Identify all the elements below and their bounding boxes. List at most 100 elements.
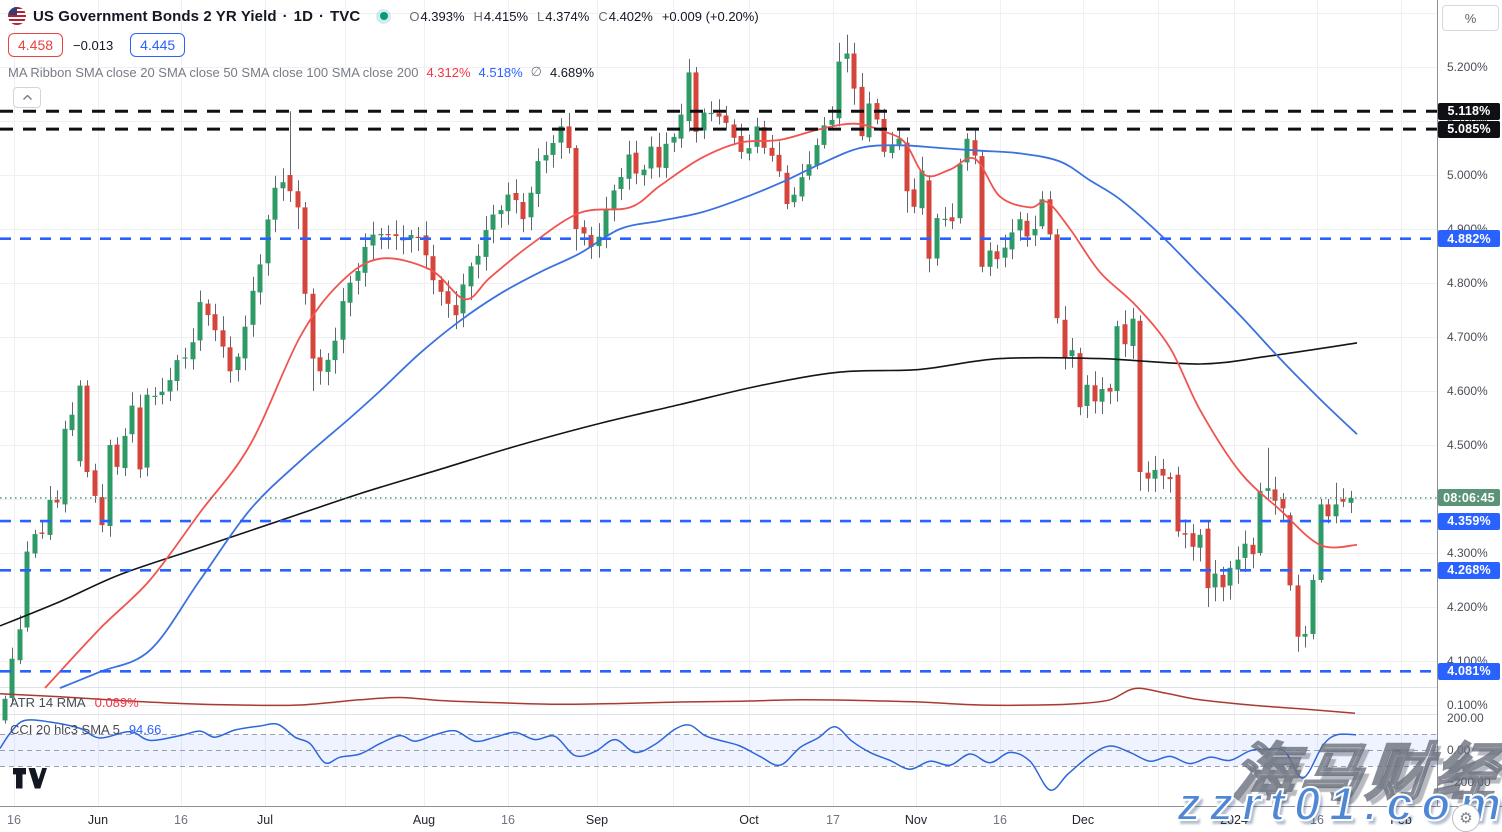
candle-body [1152,469,1158,479]
candle-body [84,385,90,472]
atr-indicator-label[interactable]: ATR 14 RMA [10,695,86,710]
candle-body [611,190,617,211]
price-tick-label: 5.200% [1447,60,1488,74]
candle-body [1039,199,1045,227]
ma-ribbon-label[interactable]: MA Ribbon SMA close 20 SMA close 50 SMA … [8,64,419,80]
candle-body [942,218,948,220]
candle-body [408,235,414,239]
price-axis[interactable]: % 5.200%5.100%5.000%4.900%4.800%4.700%4.… [1437,0,1502,806]
price-level-tag-black: 5.118% [1438,102,1500,120]
candle-body [1009,232,1015,250]
candle-body [9,658,15,698]
candle-body [295,191,301,208]
candle-body [686,72,692,121]
candle-body [385,234,391,236]
candle-body [370,234,376,246]
cci-band [0,734,1437,766]
time-tick-label: Jul [257,813,273,827]
candlestick-series [2,34,1354,724]
candle-body [881,119,887,152]
timeframe-label[interactable]: 1D [293,7,313,25]
candle-body [310,293,316,359]
candle-body [1182,533,1188,535]
candle-body [423,235,429,256]
candle-body [581,227,587,234]
candle-body [340,301,346,340]
candle-body [92,470,98,496]
price-tick-label: 4.500% [1447,438,1488,452]
candle-body [566,126,572,148]
candle-body [957,164,963,219]
candle-body [904,142,910,192]
candle-body [1205,528,1211,589]
candle-body [1137,320,1143,472]
time-tick-label: Oct [739,813,759,827]
market-open-dot-icon [376,8,392,24]
candle-body [167,380,173,392]
candle-body [122,435,128,469]
candle-body [648,146,654,169]
candle-body [543,155,549,161]
time-tick-label: Dec [1071,813,1095,827]
sma50-line [59,144,1358,689]
time-tick-label: Feb [1390,813,1412,827]
candle-body [934,218,940,259]
atr-indicator-legend: ATR 14 RMA 0.089% [10,695,139,710]
candle-body [242,326,248,359]
time-tick-label: 16 [174,813,188,827]
sma20-value: 4.312% [426,64,471,80]
candle-body [1280,499,1286,509]
candle-body [77,385,83,462]
candle-body [152,395,158,397]
tradingview-logo[interactable] [13,768,47,794]
candle-body [791,194,797,203]
candle-body [99,497,105,526]
unit-percent-button[interactable]: % [1442,5,1499,31]
low-label: L [537,8,545,24]
chart-settings-button[interactable]: ⚙ [1452,804,1480,832]
candle-body [528,192,534,218]
candle-body [325,359,331,372]
candle-body [129,405,135,435]
candle-body [851,53,857,89]
candle-body [39,532,45,534]
candle-body [1250,544,1256,555]
buy-price-button[interactable]: 4.445 [130,33,186,57]
candle-body [32,534,38,554]
candle-body [1054,234,1060,319]
trade-buttons: 4.458 −0.013 4.445 [8,32,186,58]
candle-body [114,444,120,467]
candle-body [415,236,421,238]
candle-body [220,330,226,347]
candle-body [1002,247,1008,258]
candle-body [1272,489,1278,501]
candle-body [1130,318,1136,346]
candle-body [844,53,850,59]
bar-countdown-tag: 08:06:45 [1438,489,1500,507]
time-axis[interactable]: 16 Jun 16 Jul Aug 16 Sep Oct 17 Nov 16 Dec 2024 16 Feb [0,806,1502,832]
candle-body [235,356,241,370]
indicator-tick-label: 0.100% [1447,698,1488,712]
candle-body [430,256,436,281]
candle-body [468,266,474,287]
price-level-tag-blue: 4.359% [1438,512,1500,530]
open-label: O [409,8,420,24]
time-tick-label: Nov [904,813,928,827]
watermark-url: zzrt01.com [1176,776,1502,831]
cci-indicator-label[interactable]: CCI 20 hlc3 SMA 5 [10,722,120,737]
candle-body [836,61,842,119]
candle-body [723,115,729,123]
candle-body [588,235,594,247]
sma100-hidden-icon: ∅ [530,64,542,79]
time-tick-label: 17 [826,813,840,827]
candle-body [1295,585,1301,637]
candle-body [445,291,451,304]
candle-body [1175,474,1181,532]
sell-price-button[interactable]: 4.458 [8,33,64,57]
title-separator: · [319,7,324,25]
collapse-legend-button[interactable] [13,87,41,108]
candle-body [761,127,767,148]
symbol-title[interactable]: US Government Bonds 2 YR Yield [33,7,277,25]
